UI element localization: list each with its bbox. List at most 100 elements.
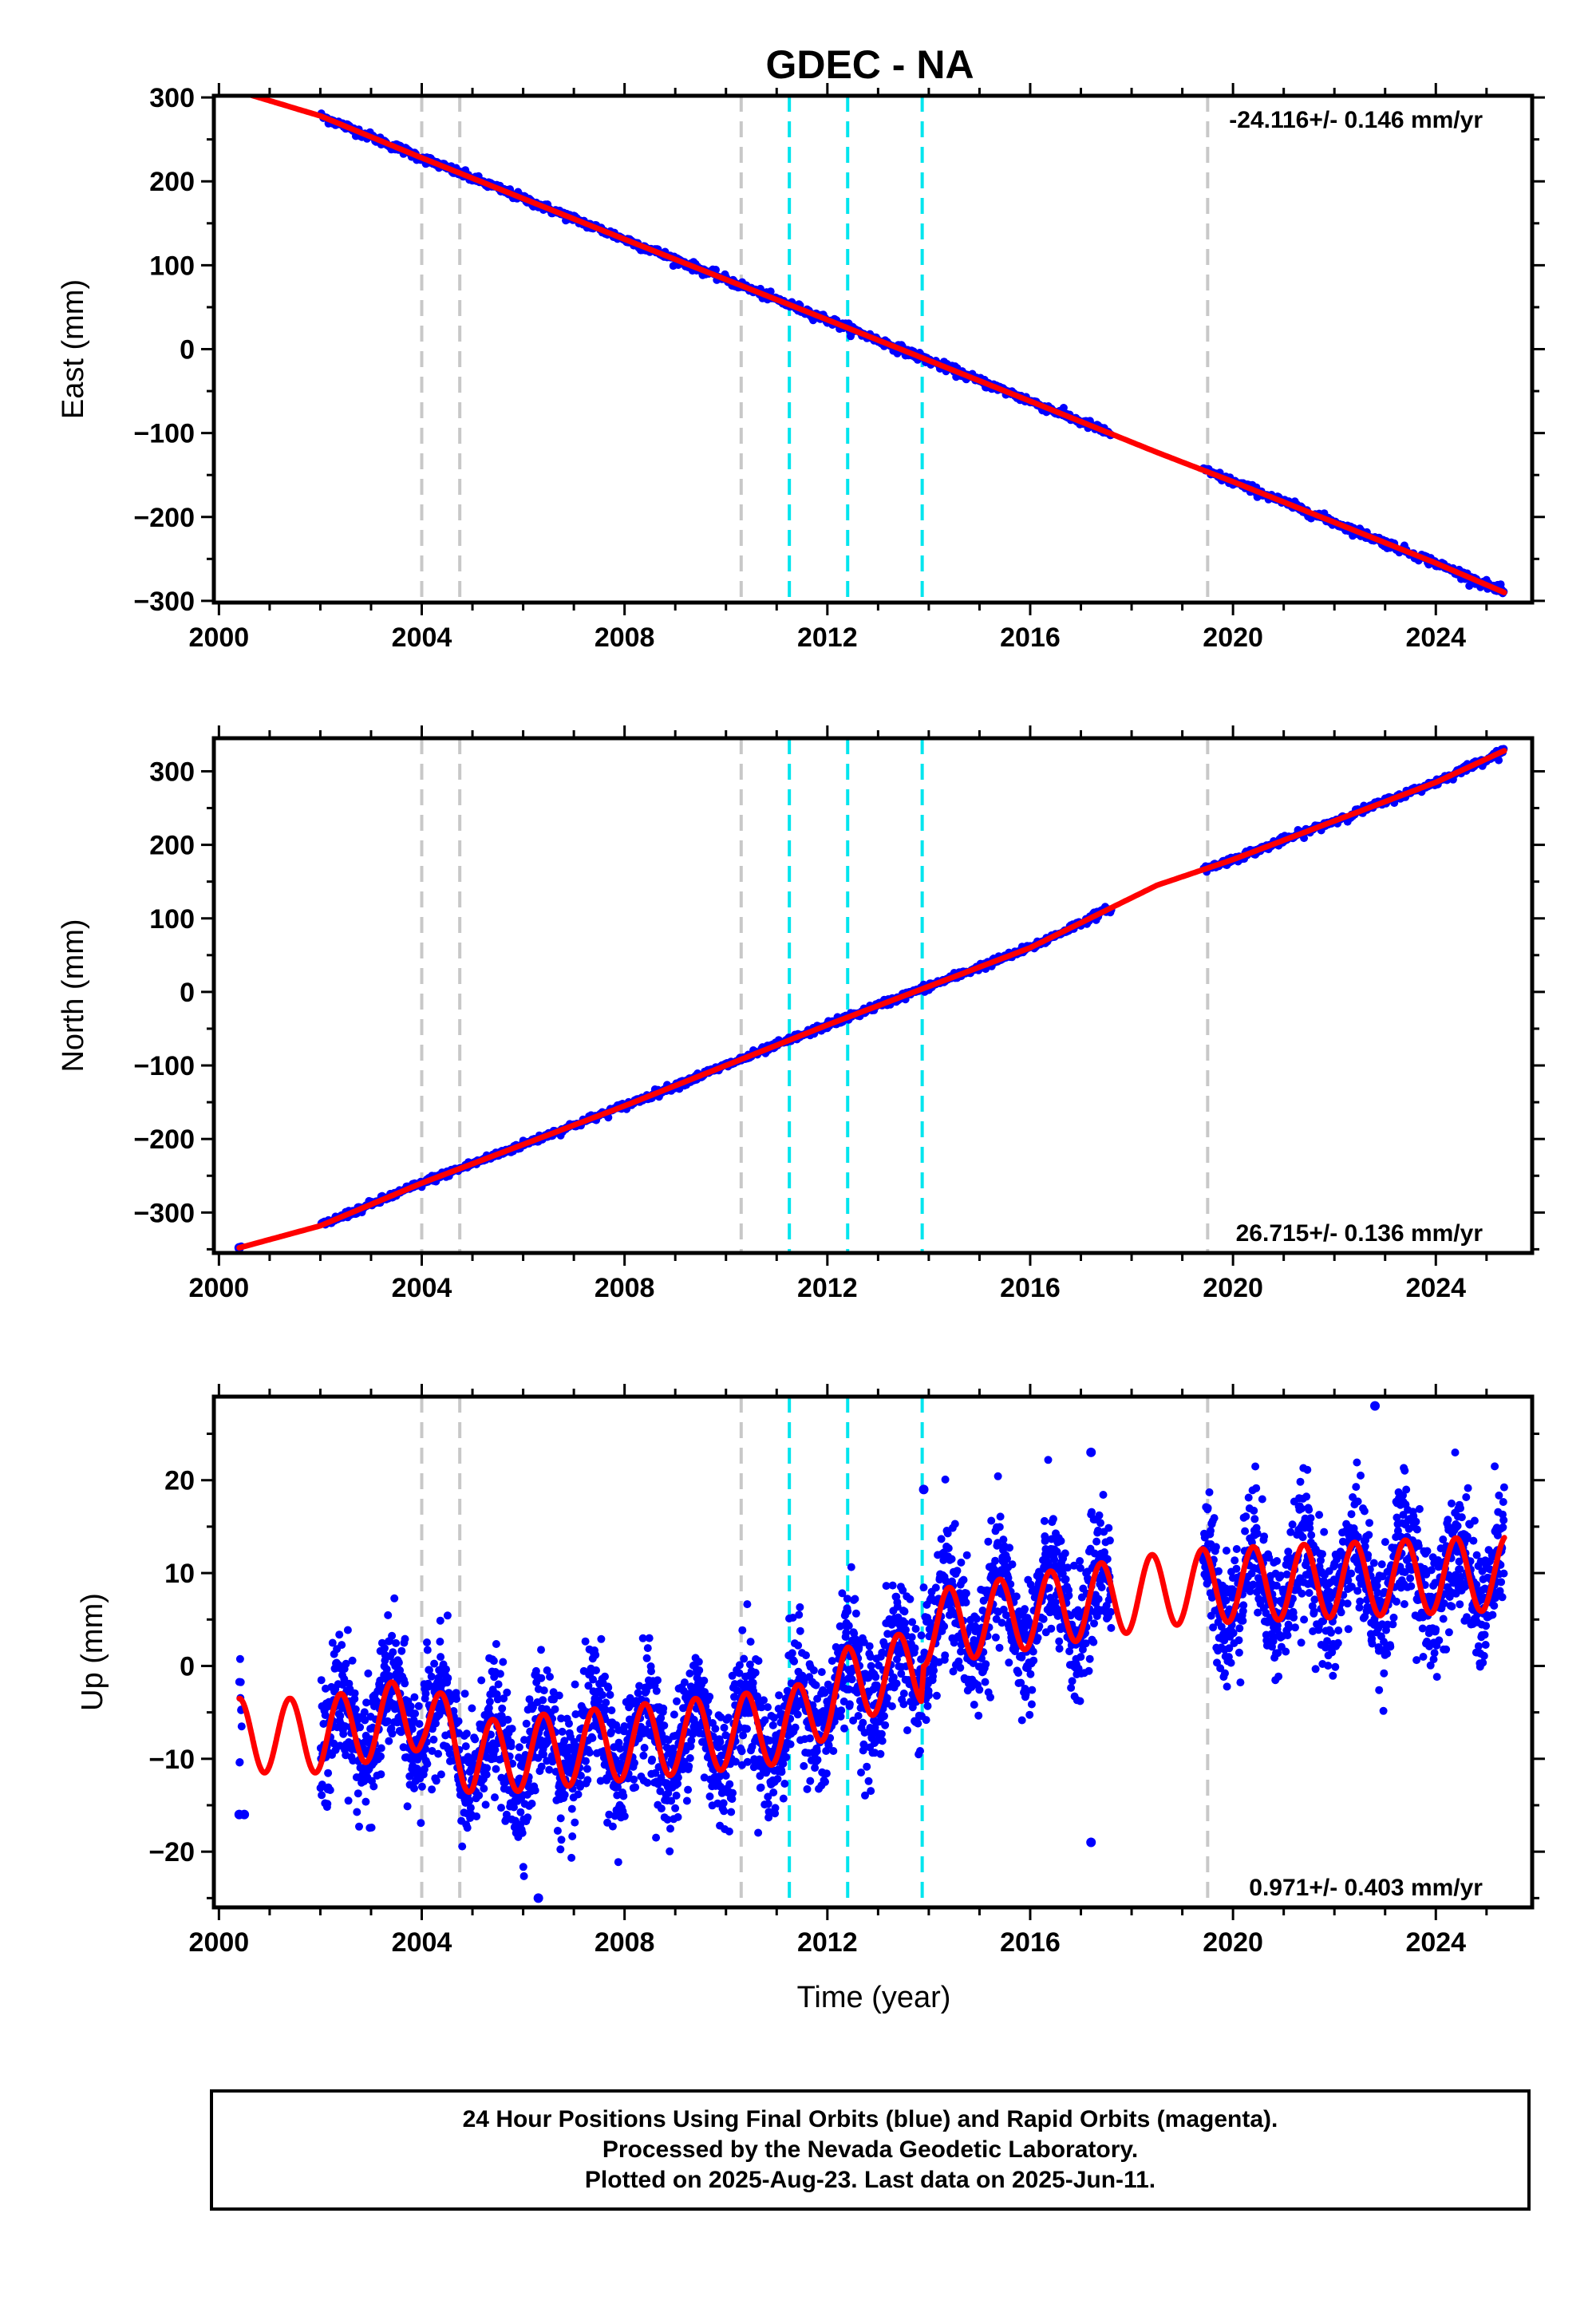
up-data-point	[388, 1729, 397, 1738]
up-data-point	[760, 1716, 769, 1725]
up-data-point	[582, 1757, 590, 1765]
up-data-point	[491, 1745, 500, 1754]
up-data-point	[893, 1603, 902, 1611]
up-data-point	[851, 1595, 859, 1603]
up-data-point	[342, 1659, 350, 1668]
up-data-point	[614, 1738, 623, 1747]
up-data-point	[666, 1824, 674, 1833]
up-data-point	[556, 1845, 565, 1854]
up-data-point	[539, 1696, 547, 1705]
up-data-point	[428, 1785, 437, 1794]
up-data-point	[735, 1669, 744, 1678]
up-data-point	[417, 1782, 426, 1791]
up-data-point	[899, 1700, 908, 1709]
up-data-point	[423, 1646, 432, 1654]
up-data-point	[940, 1622, 949, 1630]
up-data-point	[356, 1723, 365, 1732]
up-data-point	[468, 1704, 476, 1713]
up-data-point	[1107, 1623, 1116, 1632]
up-data-point	[417, 1819, 425, 1828]
up-data-point	[423, 1638, 431, 1646]
up-data-point	[803, 1784, 812, 1793]
up-data-point	[581, 1637, 590, 1646]
up-data-point	[522, 1719, 531, 1728]
up-data-point	[546, 1673, 554, 1681]
up-data-point	[716, 1737, 725, 1746]
up-data-point	[892, 1679, 901, 1688]
up-data-point	[861, 1791, 869, 1800]
up-data-point	[845, 1700, 854, 1709]
east-x-tick-label: 2024	[1405, 622, 1466, 653]
up-data-point	[1026, 1670, 1035, 1678]
up-data-point	[864, 1777, 873, 1785]
up-data-point	[777, 1768, 786, 1777]
up-data-point	[837, 1706, 846, 1715]
up-data-point	[537, 1646, 545, 1654]
east-rate-label: -24.116+/- 0.146 mm/yr	[1229, 107, 1483, 133]
up-data-point	[567, 1853, 576, 1862]
up-data-point	[595, 1696, 602, 1705]
up-data-point	[537, 1674, 546, 1682]
up-data-point	[957, 1647, 965, 1656]
up-data-point	[1021, 1605, 1029, 1614]
up-data-point	[663, 1816, 672, 1824]
up-data-point	[654, 1676, 662, 1685]
up-data-point	[941, 1475, 950, 1484]
up-data-point	[790, 1657, 799, 1666]
up-data-point	[847, 1563, 855, 1571]
north-y-tick-label: 300	[149, 757, 195, 787]
up-data-point	[481, 1800, 490, 1809]
up-data-point	[930, 1666, 938, 1675]
up-data-point	[630, 1775, 638, 1784]
up-data-point	[788, 1614, 797, 1622]
up-data-point	[760, 1696, 768, 1705]
up-data-point	[943, 1529, 952, 1538]
up-data-point	[800, 1678, 808, 1686]
up-data-point	[656, 1787, 665, 1796]
up-data-point	[406, 1702, 415, 1711]
up-data-point	[1040, 1516, 1049, 1525]
up-data-point	[788, 1649, 796, 1658]
up-data-point	[639, 1751, 648, 1760]
up-data-point	[1049, 1515, 1057, 1524]
up-data-point	[1004, 1574, 1013, 1583]
up-data-point	[682, 1796, 691, 1805]
up-data-point	[394, 1658, 403, 1667]
up-data-point	[854, 1712, 863, 1720]
up-data-point	[411, 1709, 420, 1718]
up-data-point	[652, 1833, 661, 1842]
up-data-point	[318, 1780, 326, 1789]
up-data-point	[494, 1680, 503, 1689]
up-data-point	[820, 1689, 829, 1697]
up-data-point	[576, 1782, 585, 1791]
up-data-point	[1076, 1697, 1084, 1705]
up-data-point	[878, 1737, 887, 1745]
up-data-point	[497, 1804, 505, 1812]
up-data-point	[1085, 1654, 1094, 1663]
up-data-point	[987, 1516, 996, 1525]
up-data-point	[743, 1600, 752, 1609]
up-data-point	[421, 1745, 430, 1753]
up-data-point	[859, 1718, 867, 1727]
up-data-point	[849, 1716, 858, 1725]
up-data-point	[1025, 1710, 1034, 1719]
up-data-point	[523, 1813, 532, 1822]
up-data-point	[620, 1722, 629, 1730]
up-data-point	[956, 1663, 965, 1672]
up-data-point	[876, 1749, 885, 1758]
up-data-point	[634, 1689, 642, 1697]
up-data-point	[660, 1721, 669, 1730]
up-data-point	[670, 1710, 678, 1719]
north-model-line	[236, 748, 1507, 1251]
up-data-point	[773, 1775, 782, 1783]
up-data-point	[919, 1583, 928, 1592]
up-data-point	[616, 1745, 625, 1753]
up-data-point	[388, 1631, 397, 1640]
up-data-point	[324, 1769, 333, 1777]
east-x-tick-label: 2020	[1203, 622, 1263, 653]
chart-title: GDEC - NA	[765, 42, 974, 87]
up-data-point	[539, 1750, 547, 1759]
east-y-tick-label: −200	[133, 503, 195, 533]
up-data-point	[1103, 1555, 1112, 1563]
up-data-point	[998, 1618, 1006, 1627]
